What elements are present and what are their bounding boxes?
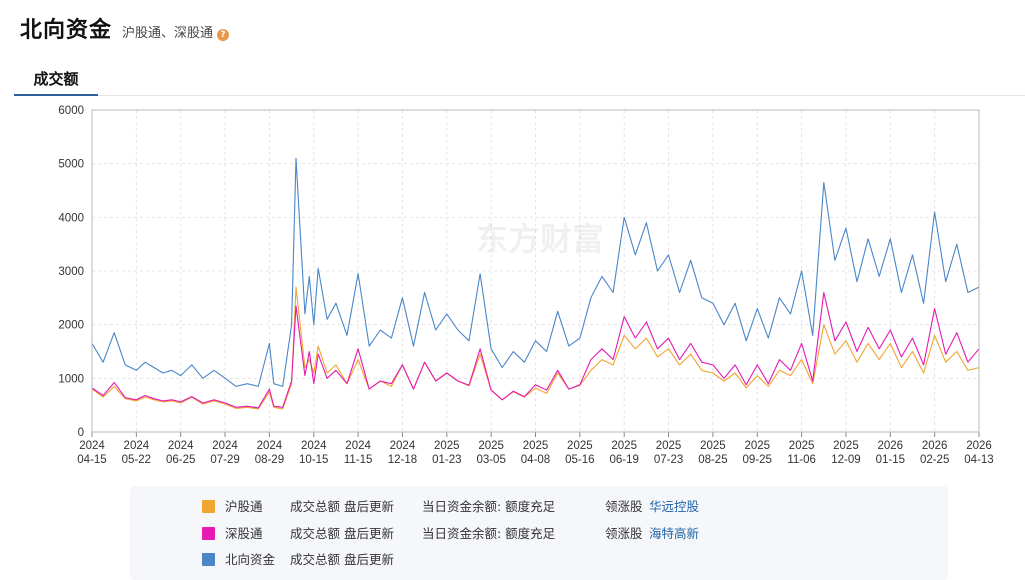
x-tick-label-year: 2024 [390,440,416,452]
x-tick-label-year: 2025 [567,440,593,452]
x-tick-label-year: 2025 [789,440,815,452]
x-tick-label-year: 2025 [611,440,637,452]
page-title: 北向资金 [20,18,113,43]
x-tick-label-date: 08-29 [255,454,284,466]
page-header: 北向资金 沪股通、深股通 ? [20,12,230,44]
x-tick-label-date: 11-06 [787,454,816,466]
legend-name[interactable]: 沪股通 [225,499,263,514]
legend-balance: 当日资金余额: 额度充足 [422,499,556,514]
x-tick-label-year: 2024 [345,440,371,452]
y-tick-label: 0 [78,427,84,439]
x-tick-label-date: 12-09 [831,454,860,466]
x-tick-label-date: 12-18 [388,454,417,466]
y-tick-label: 3000 [58,266,84,278]
watermark-text: 东方财富 [476,221,604,257]
legend-desc: 成交总额 盘后更新 [290,526,394,541]
tab-turnover[interactable]: 成交额 [14,68,98,96]
series-line-north [91,157,980,387]
leader-stock-link[interactable]: 海特高新 [649,526,700,541]
legend-row-sh: 沪股通 成交总额 盘后更新 当日资金余额: 额度充足 领涨股 华远控股 [130,497,948,517]
x-tick-label-date: 11-15 [344,454,373,466]
tab-bar: 成交额 [14,68,1025,96]
y-tick-label: 5000 [58,159,84,171]
legend-swatch-sz [202,527,215,540]
legend-swatch-sh [202,500,215,513]
turnover-line-chart: 东方财富 0 1000 2000 3000 4000 5000 6000 2024 04-15 2… [58,105,993,466]
x-tick-label-year: 2024 [168,440,194,452]
x-tick-label-year: 2024 [212,440,238,452]
x-tick-label-date: 01-23 [432,454,461,466]
x-tick-label-date: 02-25 [920,454,949,466]
legend-panel: 沪股通 成交总额 盘后更新 当日资金余额: 额度充足 领涨股 华远控股 深股通 … [130,486,948,580]
x-tick-label-date: 05-22 [122,454,151,466]
series-line-sh [91,286,980,410]
x-tick-label-year: 2024 [79,440,105,452]
leader-stock-link[interactable]: 华远控股 [649,499,700,514]
series-line-sz [91,291,980,409]
legend-desc: 成交总额 盘后更新 [290,499,394,514]
y-tick-label: 1000 [58,373,84,385]
x-tick-label-year: 2025 [744,440,770,452]
y-tick-label: 2000 [58,320,84,332]
legend-row-north: 北向资金 成交总额 盘后更新 [130,550,948,570]
x-tick-label-date: 09-25 [743,454,772,466]
x-tick-label-date: 04-13 [964,454,993,466]
y-tick-label: 4000 [58,212,84,224]
chart-axes: 0 1000 2000 3000 4000 5000 6000 2024 04-15 2024 05… [58,105,993,466]
legend-balance: 当日资金余额: 额度充足 [422,526,556,541]
x-tick-label-year: 2025 [478,440,504,452]
legend-leader-label: 领涨股 [605,499,643,514]
x-tick-label-year: 2026 [966,440,992,452]
x-tick-label-date: 07-29 [210,454,239,466]
x-tick-label-date: 08-25 [698,454,727,466]
x-tick-label-year: 2025 [656,440,682,452]
legend-desc: 成交总额 盘后更新 [290,552,394,567]
help-icon[interactable]: ? [217,29,230,41]
legend-swatch-north [202,553,215,566]
x-tick-label-date: 06-19 [609,454,638,466]
x-tick-label-year: 2024 [257,440,283,452]
x-tick-label-date: 06-25 [166,454,195,466]
legend-leader-label: 领涨股 [605,526,643,541]
x-tick-label-year: 2024 [124,440,150,452]
x-tick-label-year: 2025 [434,440,460,452]
x-tick-label-date: 05-16 [565,454,594,466]
x-tick-label-year: 2026 [878,440,904,452]
chart-series [91,157,980,410]
page-subtitle: 沪股通、深股通 [122,26,214,41]
x-tick-label-year: 2025 [833,440,859,452]
x-tick-label-date: 04-08 [521,454,550,466]
x-tick-label-year: 2025 [700,440,726,452]
x-tick-label-year: 2024 [301,440,327,452]
legend-name[interactable]: 深股通 [225,526,263,541]
x-tick-label-date: 03-05 [476,454,505,466]
chart-grid [92,109,979,432]
legend-name[interactable]: 北向资金 [225,552,276,567]
x-tick-label-date: 10-15 [299,454,328,466]
plot-frame [91,109,980,433]
legend-row-sz: 深股通 成交总额 盘后更新 当日资金余额: 额度充足 领涨股 海特高新 [130,524,948,544]
x-tick-label-year: 2026 [922,440,948,452]
x-tick-label-date: 07-23 [654,454,683,466]
y-tick-label: 6000 [58,105,84,117]
x-tick-label-date: 04-15 [77,454,106,466]
x-tick-label-date: 01-15 [876,454,905,466]
x-tick-label-year: 2025 [523,440,549,452]
